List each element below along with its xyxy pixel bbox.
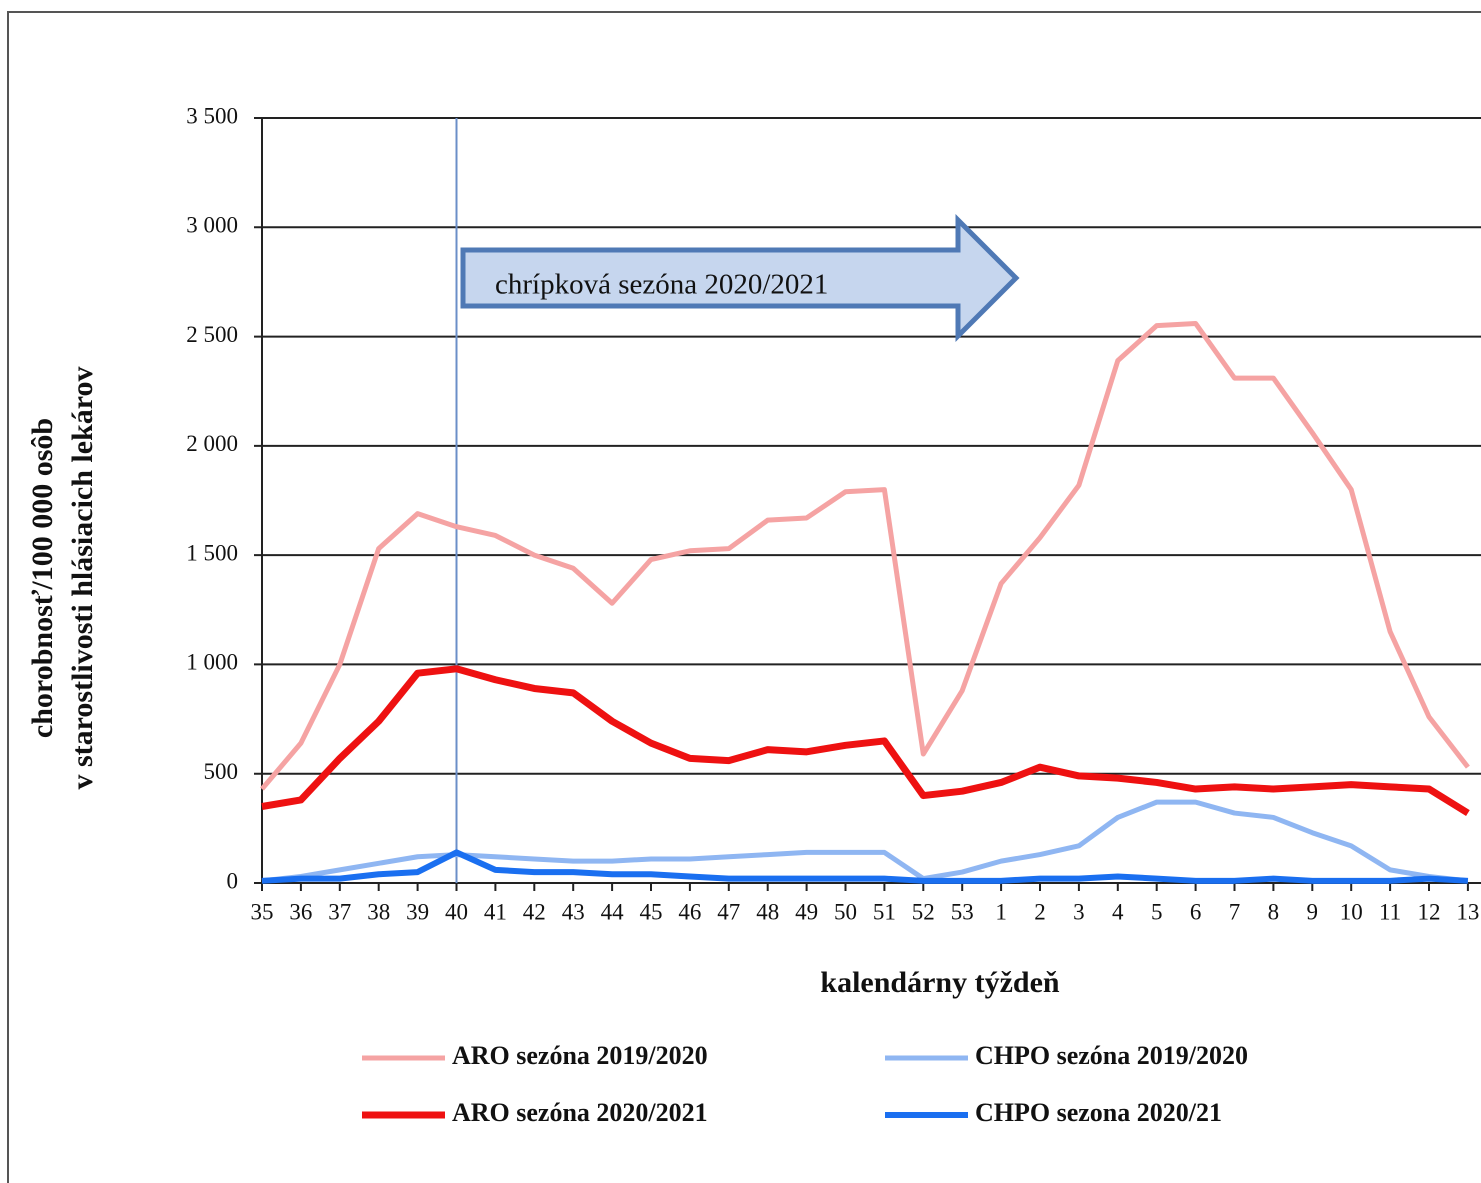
x-tick-label: 35 bbox=[251, 899, 274, 924]
y-tick-label: 2 500 bbox=[186, 322, 238, 347]
y-tick-label: 2 000 bbox=[186, 431, 238, 456]
chart-frame bbox=[7, 11, 1481, 1183]
x-tick-label: 11 bbox=[1379, 899, 1401, 924]
y-axis-title: chorobnosť/100 000 osôb bbox=[26, 418, 59, 738]
x-tick-label: 3 bbox=[1073, 899, 1085, 924]
season-arrow bbox=[460, 213, 1020, 343]
x-tick-label: 13 bbox=[1456, 899, 1479, 924]
y-tick-label: 1 500 bbox=[186, 540, 238, 565]
x-tick-label: 44 bbox=[601, 899, 625, 924]
x-tick-label: 41 bbox=[484, 899, 507, 924]
x-tick-label: 49 bbox=[795, 899, 818, 924]
x-tick-label: 42 bbox=[523, 899, 546, 924]
x-tick-label: 8 bbox=[1268, 899, 1280, 924]
y-tick-label: 3 500 bbox=[186, 103, 238, 128]
legend-label: ARO sezóna 2020/2021 bbox=[452, 1098, 708, 1127]
legend-label: ARO sezóna 2019/2020 bbox=[452, 1041, 708, 1070]
x-tick-label: 51 bbox=[873, 899, 896, 924]
annotation: chrípková sezóna 2020/2021 bbox=[495, 269, 828, 301]
y-tick-label: 0 bbox=[227, 868, 239, 893]
y-tick-label: 3 000 bbox=[186, 213, 238, 238]
series-line bbox=[261, 799, 1469, 884]
x-tick-label: 37 bbox=[328, 899, 351, 924]
x-tick-label: 4 bbox=[1112, 899, 1124, 924]
x-tick-label: 36 bbox=[289, 899, 312, 924]
legend-label: CHPO sezona 2020/21 bbox=[975, 1098, 1222, 1127]
series-line bbox=[261, 849, 1469, 884]
x-tick-label: 43 bbox=[562, 899, 585, 924]
x-tick-label: 52 bbox=[912, 899, 935, 924]
x-tick-label: 39 bbox=[406, 899, 429, 924]
x-tick-label: 12 bbox=[1418, 899, 1441, 924]
x-tick-label: 10 bbox=[1340, 899, 1363, 924]
x-tick-label: 48 bbox=[756, 899, 779, 924]
x-tick-label: 46 bbox=[678, 899, 701, 924]
x-tick-label: 47 bbox=[717, 899, 740, 924]
x-tick-label: 6 bbox=[1190, 899, 1202, 924]
x-tick-label: 50 bbox=[834, 899, 857, 924]
x-tick-label: 9 bbox=[1307, 899, 1319, 924]
y-axis-title: v starostlivosti hlásiacich lekárov bbox=[66, 366, 99, 789]
x-tick-label: 53 bbox=[951, 899, 974, 924]
x-tick-label: 5 bbox=[1151, 899, 1163, 924]
legend-label: CHPO sezóna 2019/2020 bbox=[975, 1041, 1248, 1070]
x-tick-label: 7 bbox=[1229, 899, 1241, 924]
y-tick-label: 1 000 bbox=[186, 650, 238, 675]
y-tick-label: 500 bbox=[204, 759, 239, 784]
series-line bbox=[260, 320, 1470, 791]
x-tick-label: 38 bbox=[367, 899, 390, 924]
x-tick-label: 2 bbox=[1034, 899, 1046, 924]
x-tick-label: 40 bbox=[445, 899, 468, 924]
x-tick-label: 1 bbox=[995, 899, 1007, 924]
x-tick-label: 45 bbox=[640, 899, 663, 924]
x-axis-title: kalendárny týždeň bbox=[820, 966, 1060, 999]
series-line bbox=[261, 665, 1470, 817]
